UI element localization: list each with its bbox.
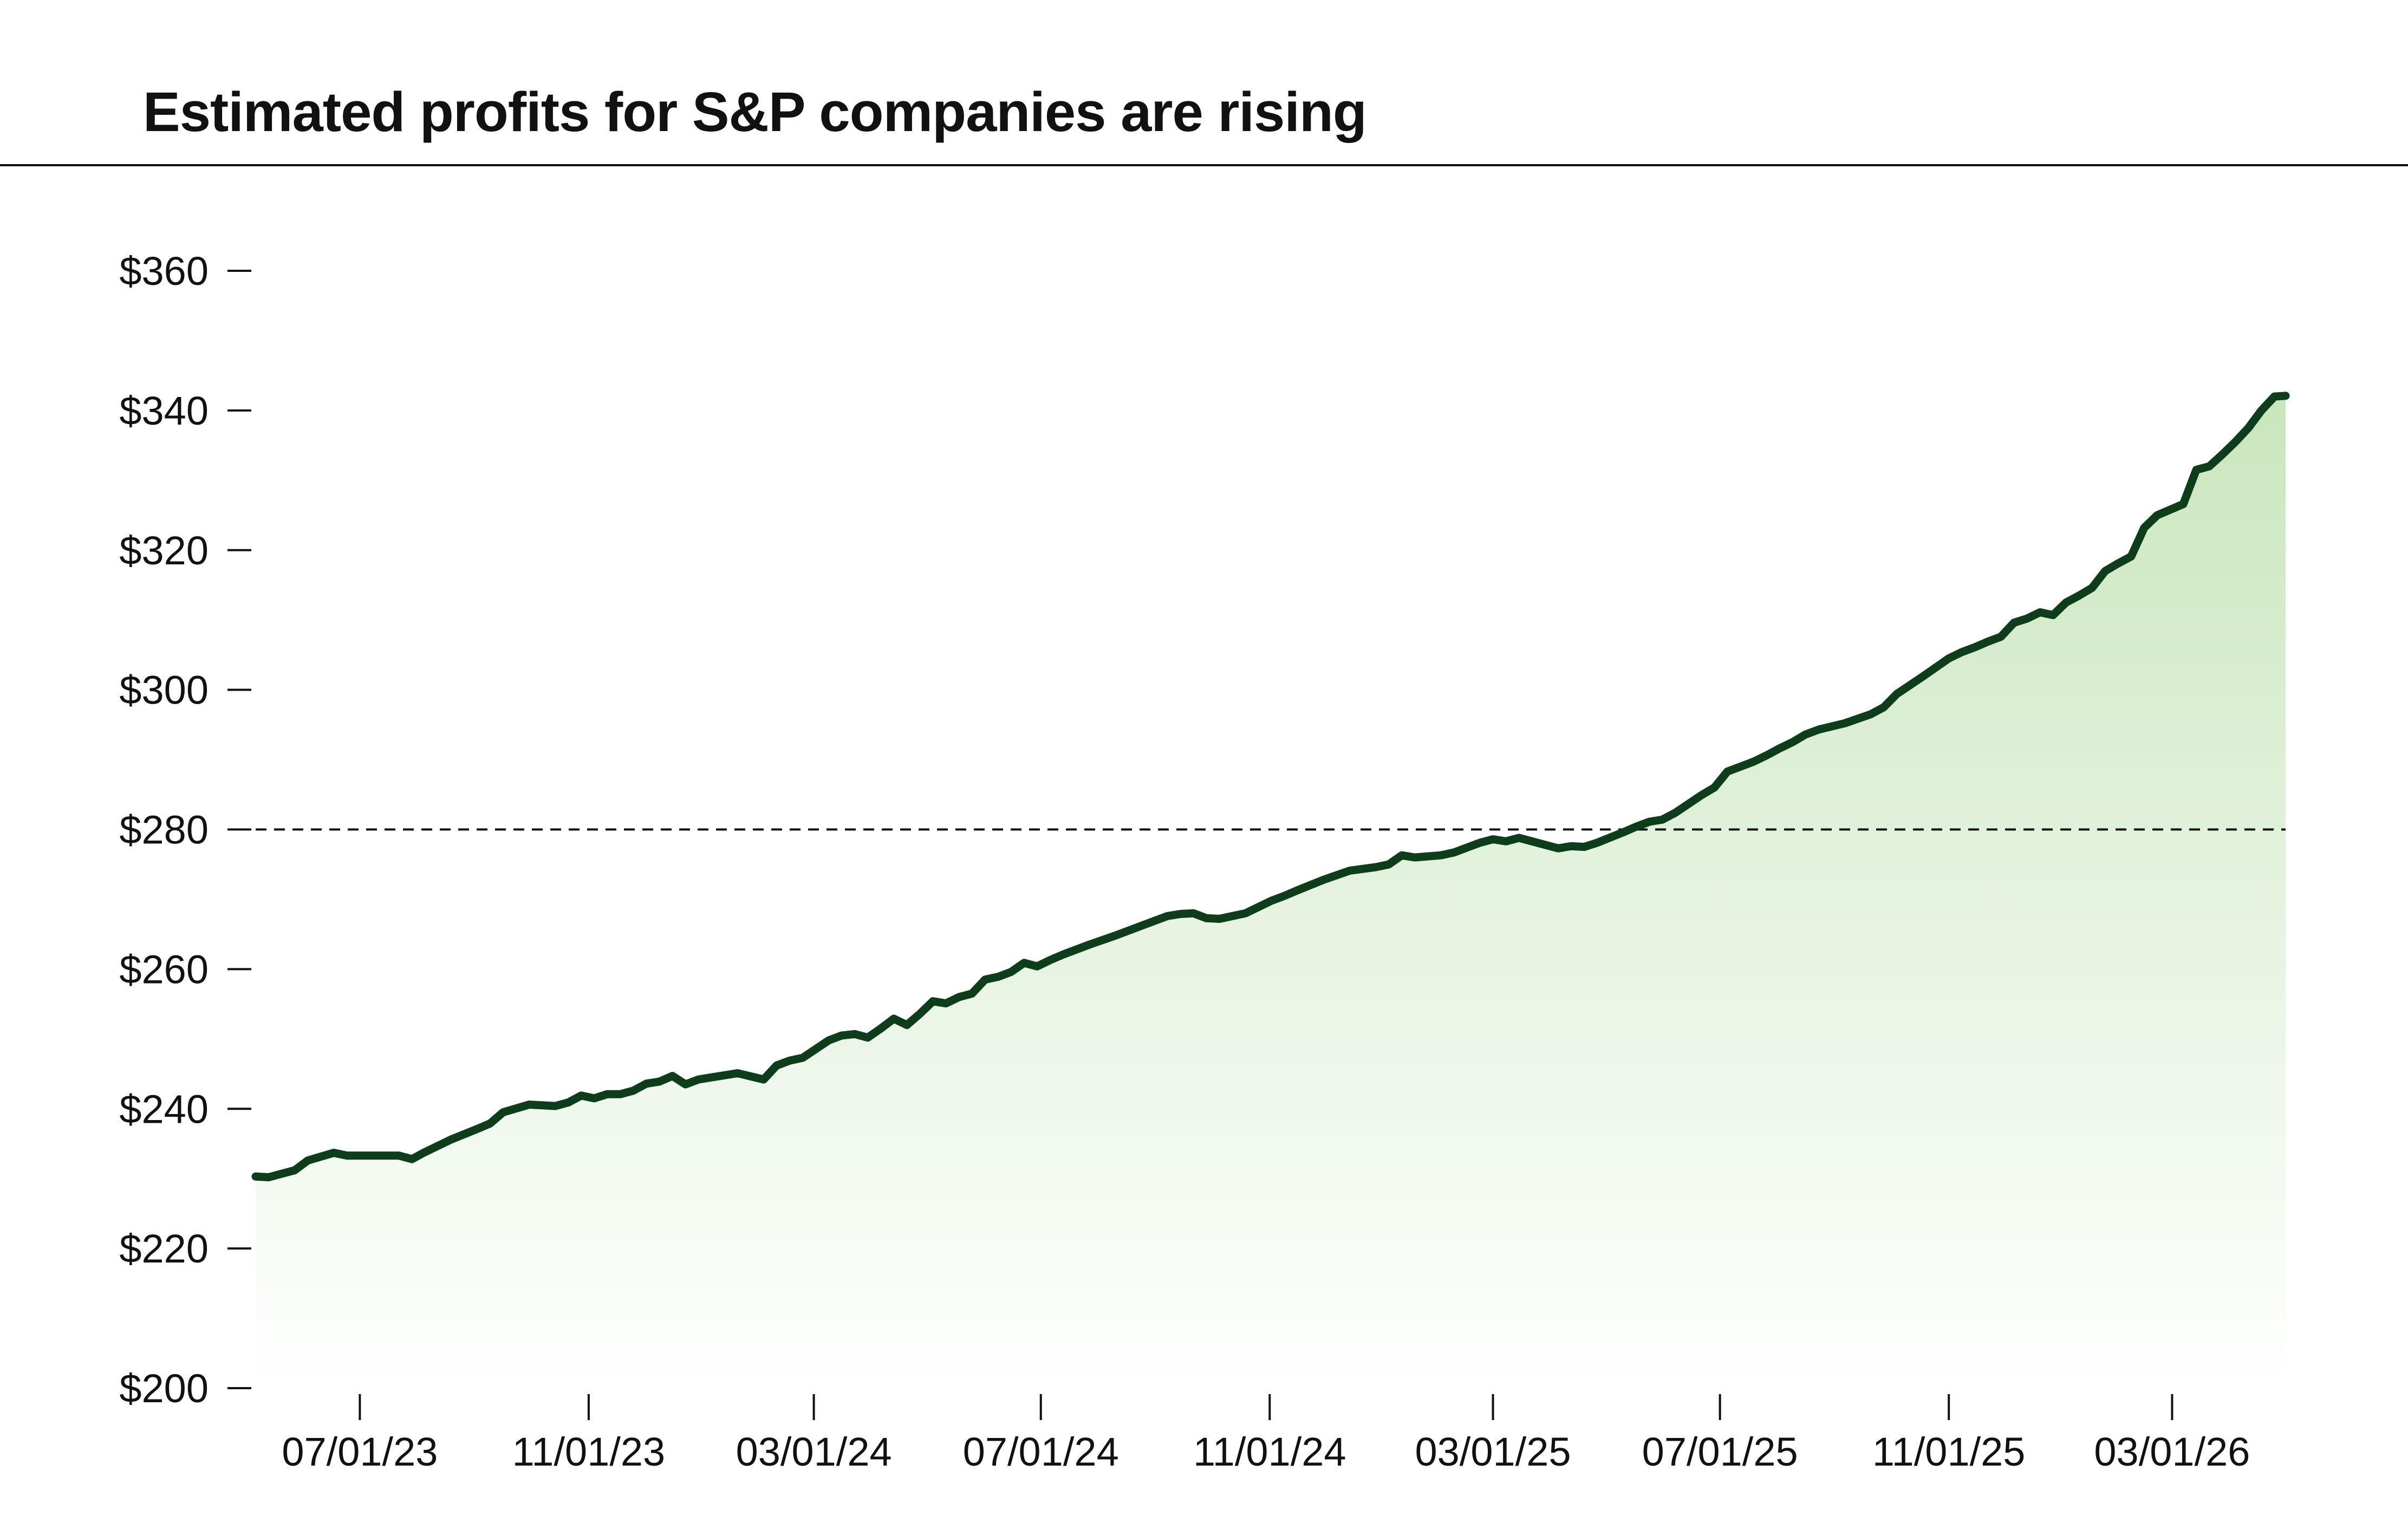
y-tick-label: $200 (119, 1366, 209, 1411)
y-tick-label: $320 (119, 528, 209, 573)
y-tick-label: $220 (119, 1226, 209, 1271)
x-tick-label: 07/01/24 (963, 1429, 1119, 1474)
x-tick-label: 07/01/25 (1642, 1429, 1798, 1474)
x-tick-label: 11/01/23 (512, 1429, 666, 1474)
area-fill (256, 395, 2286, 1388)
y-tick-label: $240 (119, 1086, 209, 1131)
series-line (251, 392, 2290, 1182)
y-tick-label: $340 (119, 388, 209, 433)
x-tick-label: 03/01/26 (2094, 1429, 2250, 1474)
title-rule (0, 164, 2408, 166)
y-tick-label: $280 (119, 808, 209, 852)
x-tick-label: 07/01/23 (282, 1429, 438, 1474)
x-tick-label: 03/01/25 (1415, 1429, 1571, 1474)
x-tick-label: 11/01/25 (1872, 1429, 2026, 1474)
x-tick-label: 03/01/24 (736, 1429, 892, 1474)
y-tick-label: $360 (119, 249, 209, 294)
x-tick-label: 11/01/24 (1193, 1429, 1346, 1474)
chart-title: Estimated profits for S&P companies are … (143, 81, 1367, 143)
y-tick-label: $300 (119, 668, 209, 713)
y-tick-label: $260 (119, 947, 209, 992)
